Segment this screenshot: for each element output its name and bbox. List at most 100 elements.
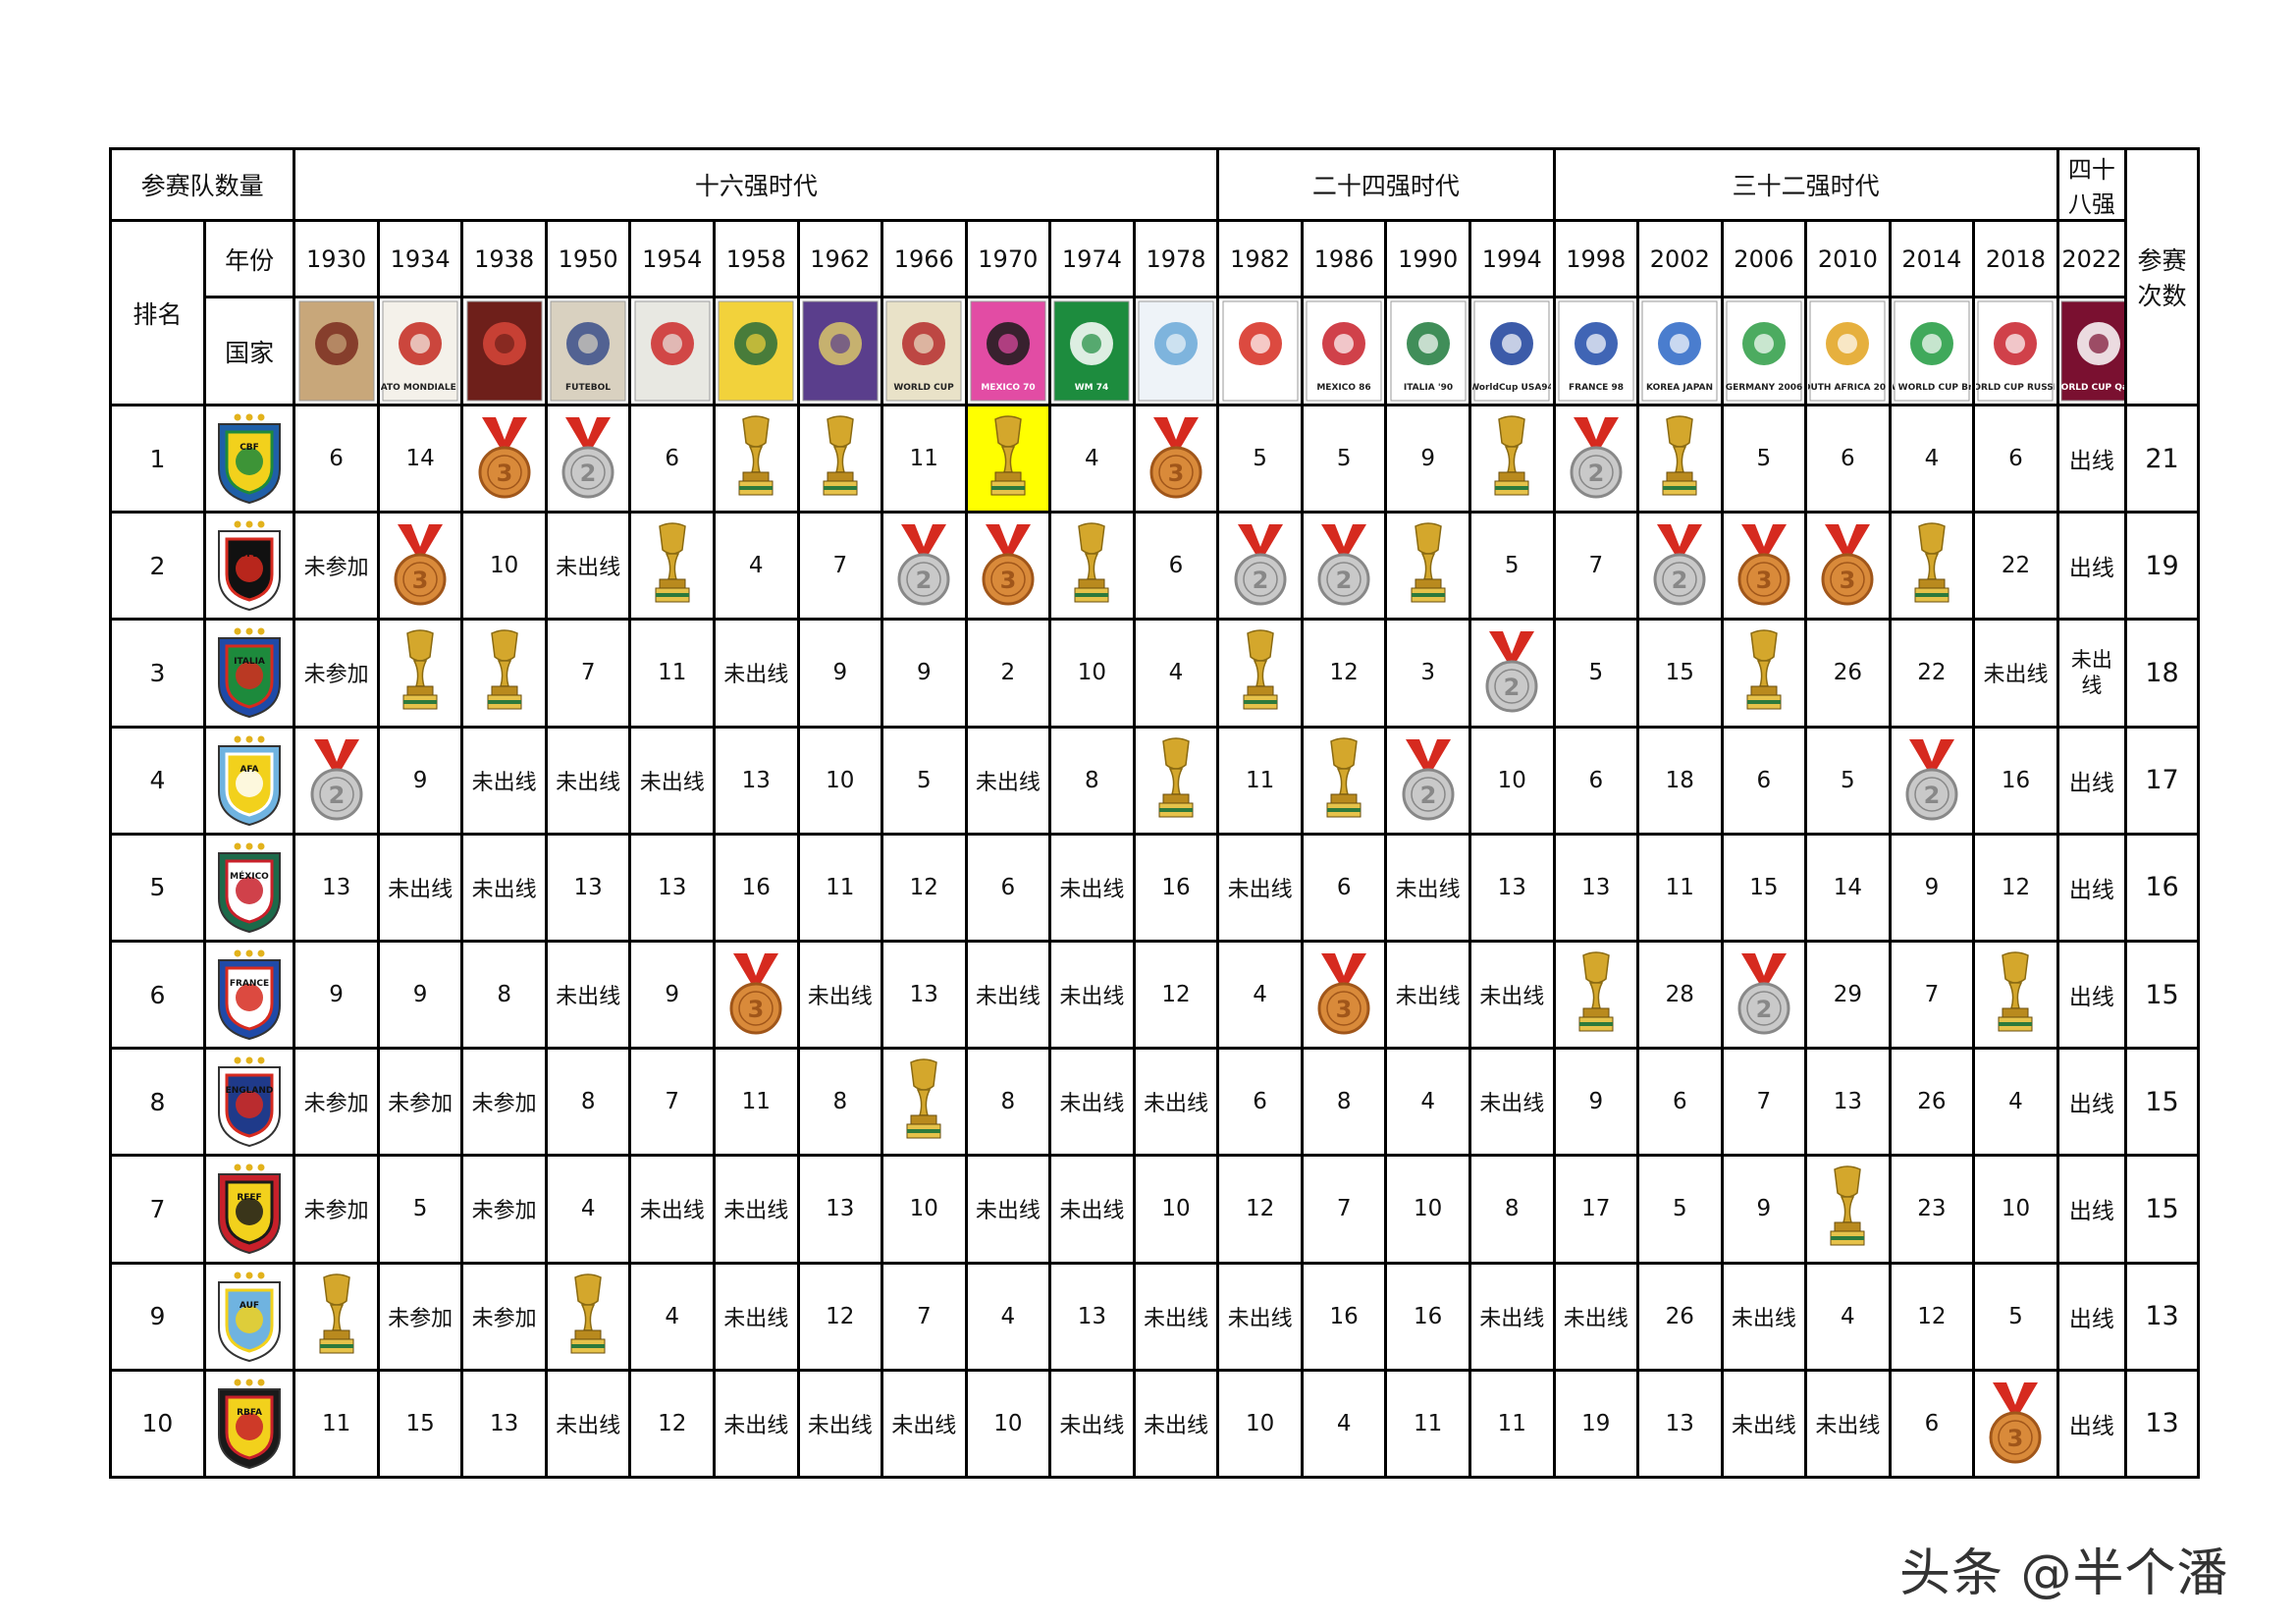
result-cell: 16 bbox=[1384, 1261, 1471, 1372]
world-cup-trophy-icon bbox=[319, 1272, 354, 1354]
result-cell: 13 bbox=[1636, 1368, 1724, 1480]
year-1986: 1986 bbox=[1300, 219, 1388, 298]
year-1954: 1954 bbox=[628, 219, 716, 298]
tournament-poster-icon: SOUTH AFRICA 2010 bbox=[1809, 300, 1887, 402]
table-row: 8 ENGLAND 未参加 未参加 未参加 8 7 11 8 8 未出线 未出线 6 8 4 未出线 9 6 7 13… bbox=[109, 1047, 2200, 1158]
result-cell: 4 bbox=[1132, 618, 1220, 729]
poster-1970: MEXICO 70 bbox=[964, 296, 1052, 406]
tournament-poster-icon: MEXICO 86 bbox=[1306, 300, 1382, 402]
world-cup-trophy-icon bbox=[1998, 951, 2033, 1032]
result-cell bbox=[1132, 725, 1220, 836]
world-cup-trophy-icon bbox=[1830, 1165, 1865, 1246]
result-cell: 13 bbox=[460, 1368, 548, 1480]
poster-1930 bbox=[293, 296, 380, 406]
result-cell bbox=[293, 1261, 380, 1372]
result-cell: 3 bbox=[460, 403, 548, 514]
result-cell: 5 bbox=[1972, 1261, 2059, 1372]
country-cell: DFB bbox=[202, 511, 296, 622]
rank-cell: 2 bbox=[109, 511, 206, 622]
result-cell bbox=[1216, 618, 1304, 729]
bronze-medal-icon: 3 bbox=[1989, 1381, 2042, 1464]
result-cell: 16 bbox=[1300, 1261, 1388, 1372]
crest-label: DFB bbox=[240, 550, 260, 560]
result-cell: 12 bbox=[1300, 618, 1388, 729]
result-cell: 出线 bbox=[2056, 511, 2128, 622]
rank-cell: 1 bbox=[109, 403, 206, 514]
rank-cell: 9 bbox=[109, 1261, 206, 1372]
result-cell: 10 bbox=[1216, 1368, 1304, 1480]
result-cell: 5 bbox=[1552, 618, 1640, 729]
result-cell: 出线 bbox=[2056, 832, 2128, 943]
result-cell: 11 bbox=[881, 403, 968, 514]
mexico-crest: MÉXICO bbox=[218, 842, 282, 933]
total-cell: 15 bbox=[2124, 939, 2200, 1051]
result-cell: 未出线 bbox=[1048, 1154, 1136, 1265]
result-cell: 9 bbox=[376, 939, 464, 1051]
result-cell: 9 bbox=[1552, 1047, 1640, 1158]
result-cell: 26 bbox=[1804, 618, 1892, 729]
result-cell: 6 bbox=[1300, 832, 1388, 943]
total-cell: 17 bbox=[2124, 725, 2200, 836]
world-cup-trophy-icon bbox=[1158, 736, 1194, 818]
table-row: 3 ITALIA 未参加 7 11 未出线 9 9 2 10 4 12 3 2 5 15 26 22 未出线 未出线 1… bbox=[109, 618, 2200, 729]
tournament-poster-icon bbox=[1222, 300, 1299, 402]
result-cell: 未出线 bbox=[1972, 618, 2059, 729]
crest-label: AFA bbox=[240, 765, 259, 775]
medal-number: 2 bbox=[1252, 567, 1268, 594]
world-cup-trophy-icon bbox=[1494, 415, 1529, 496]
result-cell: 未出线 bbox=[1468, 1261, 1556, 1372]
poster-caption: WorldCup USA94 bbox=[1472, 383, 1551, 393]
year-header: 年份 bbox=[202, 219, 296, 298]
crest-label: ENGLAND bbox=[226, 1086, 274, 1096]
result-cell: 12 bbox=[628, 1368, 716, 1480]
result-cell: 未出线 bbox=[1804, 1368, 1892, 1480]
crest-label: FRANCE bbox=[230, 979, 269, 989]
result-cell bbox=[1048, 511, 1136, 622]
result-cell: 7 bbox=[628, 1047, 716, 1158]
country-cell: AUF bbox=[202, 1261, 296, 1372]
result-cell: 8 bbox=[1468, 1154, 1556, 1265]
year-1982: 1982 bbox=[1216, 219, 1304, 298]
silver-medal-icon: 2 bbox=[1317, 524, 1370, 606]
result-cell: 11 bbox=[796, 832, 884, 943]
world-cup-trophy-icon bbox=[1914, 522, 1949, 603]
medal-number: 2 bbox=[328, 782, 345, 809]
result-cell: 9 bbox=[628, 939, 716, 1051]
result-cell: 4 bbox=[1972, 1047, 2059, 1158]
result-cell: 未出线 bbox=[544, 939, 632, 1051]
result-cell: 15 bbox=[1636, 618, 1724, 729]
result-cell: 8 bbox=[460, 939, 548, 1051]
result-cell: 未出线 bbox=[2056, 618, 2128, 729]
result-cell: 3 bbox=[964, 511, 1052, 622]
world-cup-table: 参赛队数量 十六强时代 二十四强时代 三十二强时代 四十八强 参赛次数 排名 年份 19… bbox=[108, 147, 2200, 1480]
table-row: 4 AFA 2 9 未出线 未出线 未出线 13 10 5 未出线 8 11 2 10 6 18 6 5 2 16 出线 1… bbox=[109, 725, 2200, 836]
world-cup-trophy-icon bbox=[990, 415, 1026, 496]
result-cell: 9 bbox=[796, 618, 884, 729]
world-cup-trophy-icon bbox=[1243, 629, 1278, 710]
result-cell: 5 bbox=[881, 725, 968, 836]
result-cell: 6 bbox=[1720, 725, 1808, 836]
result-cell: 9 bbox=[881, 618, 968, 729]
rank-cell: 4 bbox=[109, 725, 206, 836]
result-cell: 未参加 bbox=[460, 1154, 548, 1265]
result-cell: 3 bbox=[1972, 1368, 2059, 1480]
country-cell: ENGLAND bbox=[202, 1047, 296, 1158]
medal-number: 3 bbox=[999, 567, 1016, 594]
total-cell: 13 bbox=[2124, 1261, 2200, 1372]
result-cell: 2 bbox=[1384, 725, 1471, 836]
poster-row: 国家 CAMPEONATO MONDIALE DI CALCIO FUTEBOL W… bbox=[111, 296, 2199, 406]
tournament-poster-icon: WM 74 bbox=[1053, 300, 1130, 402]
result-cell: 4 bbox=[628, 1261, 716, 1372]
rank-cell: 7 bbox=[109, 1154, 206, 1265]
silver-medal-icon: 2 bbox=[1234, 524, 1287, 606]
result-cell bbox=[1300, 725, 1388, 836]
result-cell: 13 bbox=[628, 832, 716, 943]
result-cell: 2 bbox=[293, 725, 380, 836]
result-cell: 4 bbox=[1888, 403, 1976, 514]
poster-2010: SOUTH AFRICA 2010 bbox=[1804, 296, 1892, 406]
result-cell: 10 bbox=[460, 511, 548, 622]
medal-number: 2 bbox=[1672, 567, 1688, 594]
tournament-poster-icon: MEXICO 70 bbox=[970, 300, 1046, 402]
world-cup-trophy-icon bbox=[1411, 522, 1446, 603]
year-1990: 1990 bbox=[1384, 219, 1471, 298]
